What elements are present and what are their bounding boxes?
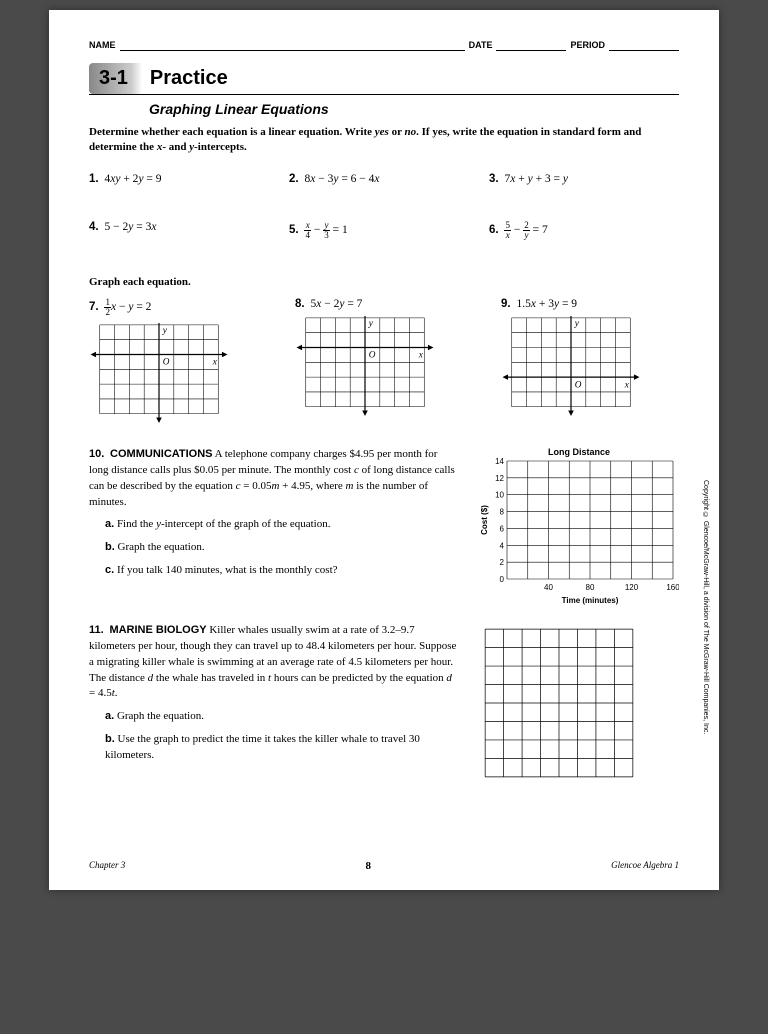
period-line (609, 40, 679, 51)
problem-11-grid (479, 623, 679, 783)
footer-page: 8 (365, 860, 371, 872)
problem-10a: a. Find the y-intercept of the graph of … (105, 517, 459, 533)
svg-text:x: x (212, 357, 218, 367)
problem-11b: b. Use the graph to predict the time it … (105, 732, 459, 764)
svg-text:y: y (574, 319, 580, 329)
problem-3: 3. 7x + y + 3 = y (489, 173, 679, 185)
lesson-bar: 3-1 Practice (89, 63, 679, 95)
problem-10-chart: Long Distance 0 2 4 6 8 10 12 14 40 80 120 160 Cost … (479, 447, 679, 607)
problem-5: 5. x4 − y3 = 1 (289, 221, 479, 240)
svg-text:160: 160 (666, 583, 679, 592)
svg-text:O: O (369, 350, 376, 360)
svg-text:40: 40 (544, 583, 553, 592)
grid-8: Ox y (295, 316, 435, 416)
problems-row-2: 4. 5 − 2y = 3x 5. x4 − y3 = 1 6. 5x − 2y… (89, 221, 679, 240)
lesson-subtitle: Graphing Linear Equations (149, 101, 679, 117)
svg-text:x: x (418, 350, 424, 360)
svg-text:80: 80 (586, 583, 595, 592)
problem-11: 11. MARINE BIOLOGY Killer whales usually… (89, 623, 679, 783)
problems-row-1: 1. 4xy + 2y = 9 2. 8x − 3y = 6 − 4x 3. 7… (89, 173, 679, 185)
problem-11a: a. Graph the equation. (105, 709, 459, 725)
chart-title: Long Distance (479, 447, 679, 457)
svg-text:Cost ($): Cost ($) (480, 504, 489, 534)
problem-10c: c. If you talk 140 minutes, what is the … (105, 563, 459, 579)
date-line (496, 40, 566, 51)
problem-9: 9. 1.5x + 3y = 9 Oxy (501, 298, 679, 423)
worksheet-page: NAME DATE PERIOD 3-1 Practice Graphing L… (49, 10, 719, 890)
svg-text:8: 8 (500, 507, 505, 516)
blank-grid-11 (479, 623, 639, 783)
long-distance-chart: 0 2 4 6 8 10 12 14 40 80 120 160 Cost ($) Time (minut… (479, 457, 679, 607)
svg-text:y: y (368, 319, 374, 329)
svg-text:120: 120 (625, 583, 639, 592)
svg-text:x: x (624, 380, 630, 390)
problem-1: 1. 4xy + 2y = 9 (89, 173, 279, 185)
name-label: NAME (89, 40, 116, 51)
footer-chapter: Chapter 3 (89, 860, 125, 872)
problem-10-tag: COMMUNICATIONS (110, 448, 212, 460)
name-line (120, 40, 465, 51)
svg-text:10: 10 (495, 490, 504, 499)
problem-10: 10. COMMUNICATIONS A telephone company c… (89, 447, 679, 607)
problem-7: 7. 12x − y = 2 Oxy (89, 298, 267, 423)
problem-10b: b. Graph the equation. (105, 540, 459, 556)
svg-text:O: O (163, 357, 170, 367)
svg-text:12: 12 (495, 474, 504, 483)
svg-text:y: y (162, 326, 168, 336)
problem-6: 6. 5x − 2y = 7 (489, 221, 679, 240)
problem-4: 4. 5 − 2y = 3x (89, 221, 279, 240)
svg-text:0: 0 (500, 575, 505, 584)
period-label: PERIOD (570, 40, 605, 51)
instructions-1: Determine whether each equation is a lin… (89, 125, 679, 155)
problem-10-text: 10. COMMUNICATIONS A telephone company c… (89, 447, 459, 607)
footer-book: Glencoe Algebra 1 (611, 860, 679, 872)
svg-text:2: 2 (500, 558, 505, 567)
grid-7: Ox y (89, 323, 229, 423)
problem-11-tag: MARINE BIOLOGY (109, 624, 206, 636)
instructions-2: Graph each equation. (89, 276, 679, 288)
lesson-number: 3-1 (89, 63, 142, 94)
problem-8: 8. 5x − 2y = 7 Oxy (295, 298, 473, 423)
header-fields: NAME DATE PERIOD (89, 40, 679, 51)
svg-text:6: 6 (500, 524, 505, 533)
svg-text:14: 14 (495, 457, 504, 466)
svg-text:4: 4 (500, 541, 505, 550)
lesson-title: Practice (142, 67, 228, 90)
page-footer: Chapter 3 8 Glencoe Algebra 1 (89, 860, 679, 872)
copyright-text: Copyright © Glencoe/McGraw-Hill, a divis… (702, 480, 709, 820)
problem-2: 2. 8x − 3y = 6 − 4x (289, 173, 479, 185)
svg-text:O: O (575, 380, 582, 390)
svg-text:Time (minutes): Time (minutes) (562, 596, 619, 605)
grid-9: Ox y (501, 316, 641, 416)
graph-row: 7. 12x − y = 2 Oxy 8. 5x − 2y = 7 Oxy 9.… (89, 298, 679, 423)
date-label: DATE (469, 40, 493, 51)
problem-11-text: 11. MARINE BIOLOGY Killer whales usually… (89, 623, 459, 783)
